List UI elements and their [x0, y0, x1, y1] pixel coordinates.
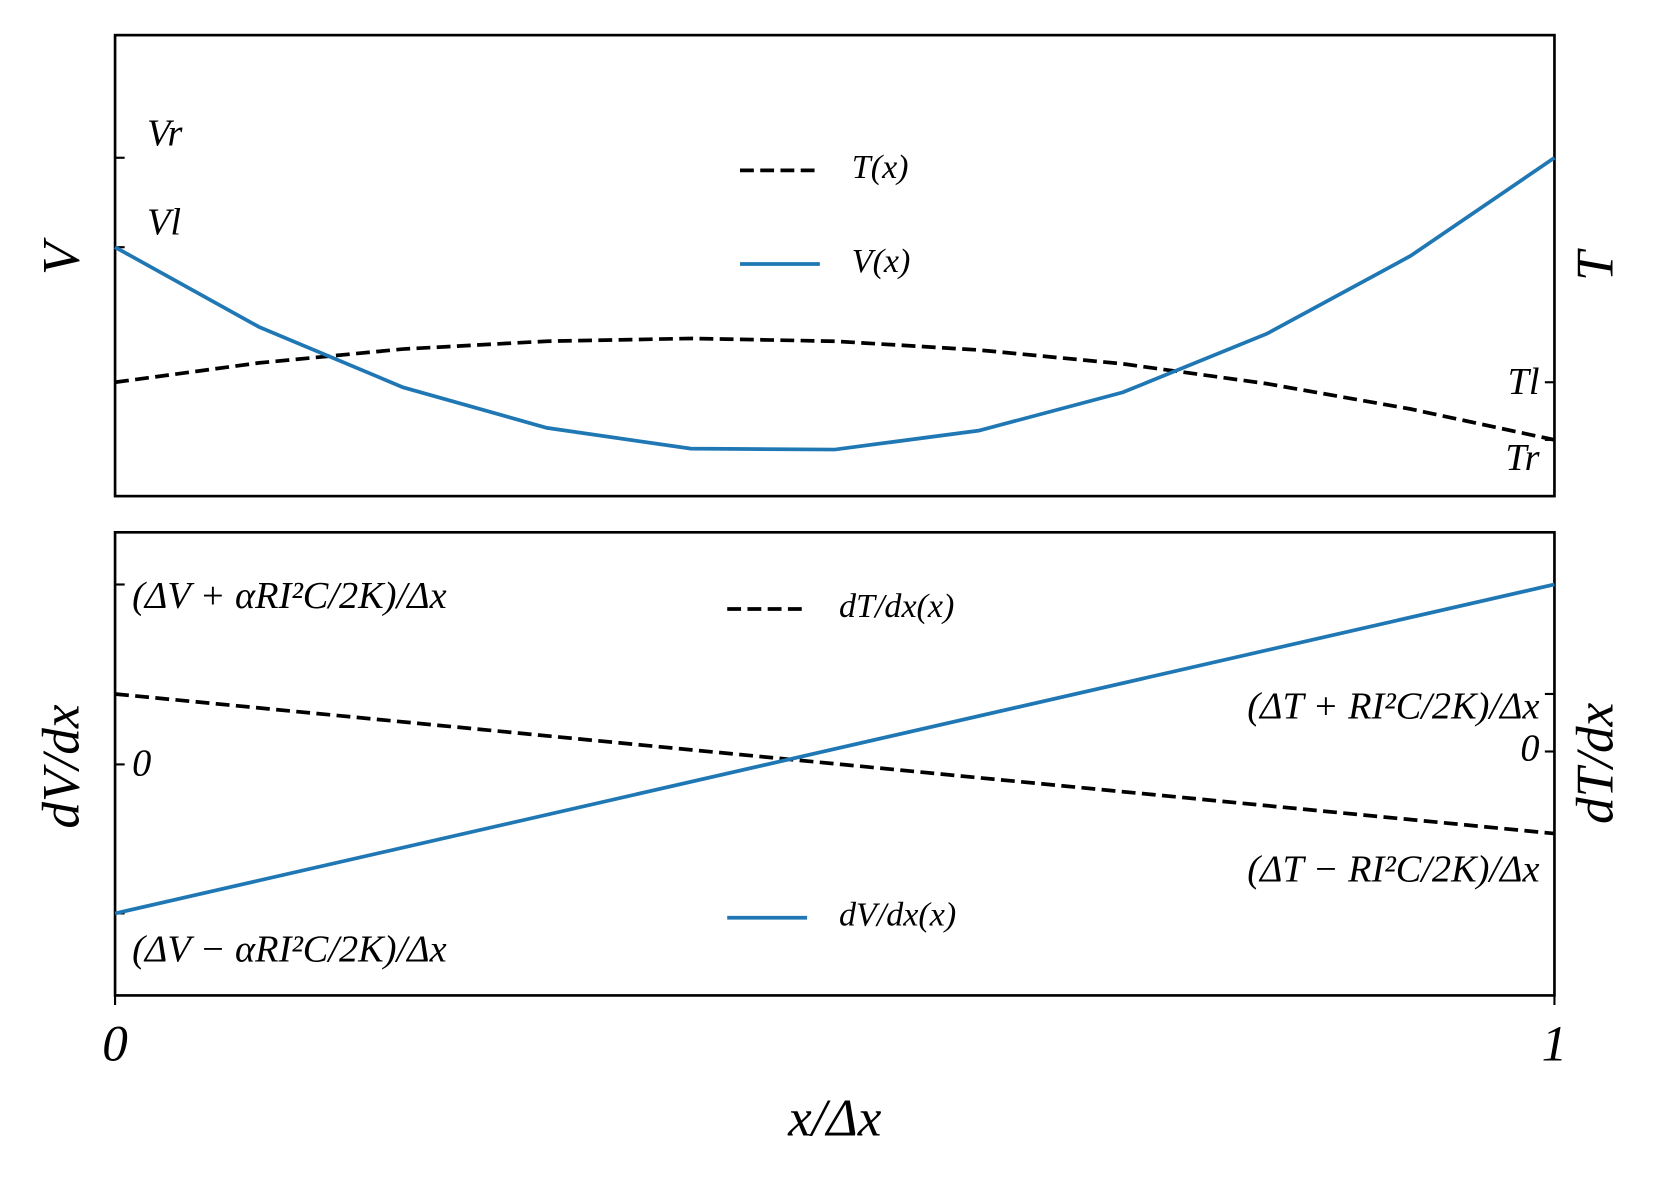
- y-tick-label: (ΔV + αRI²C/2K)/Δx: [132, 575, 447, 617]
- x-tick-label: 1: [1542, 1015, 1568, 1072]
- y2-axis-label: dT/dx: [1565, 702, 1624, 824]
- x-axis-label: x/Δx: [787, 1088, 882, 1147]
- y2-tick-label: Tr: [1505, 437, 1540, 479]
- y-axis-label: V: [31, 237, 90, 275]
- legend-label: V(x): [852, 243, 911, 280]
- y2-tick-label: 0: [1520, 727, 1539, 769]
- y2-axis-label: T: [1565, 248, 1624, 281]
- y-axis-label: dV/dx: [31, 704, 90, 829]
- series-line: [114, 336, 1555, 442]
- legend-label: dT/dx(x): [839, 588, 954, 625]
- axes-frame: [113, 33, 1556, 498]
- x-tick-label: 0: [102, 1015, 128, 1072]
- series-line: [114, 156, 1556, 452]
- y-tick-label: Vr: [147, 112, 184, 154]
- legend-label: dV/dx(x): [839, 897, 956, 934]
- legend-label: T(x): [852, 149, 909, 186]
- y2-tick-label: (ΔT + RI²C/2K)/Δx: [1247, 686, 1539, 728]
- series-line: [114, 692, 1555, 836]
- series-line: [114, 582, 1555, 916]
- y-tick-label: 0: [132, 742, 151, 784]
- y2-tick-label: Tl: [1508, 361, 1540, 403]
- y2-tick-label: (ΔT − RI²C/2K)/Δx: [1247, 849, 1539, 891]
- y-tick-label: (ΔV − αRI²C/2K)/Δx: [132, 929, 447, 971]
- y-tick-label: Vl: [147, 202, 181, 244]
